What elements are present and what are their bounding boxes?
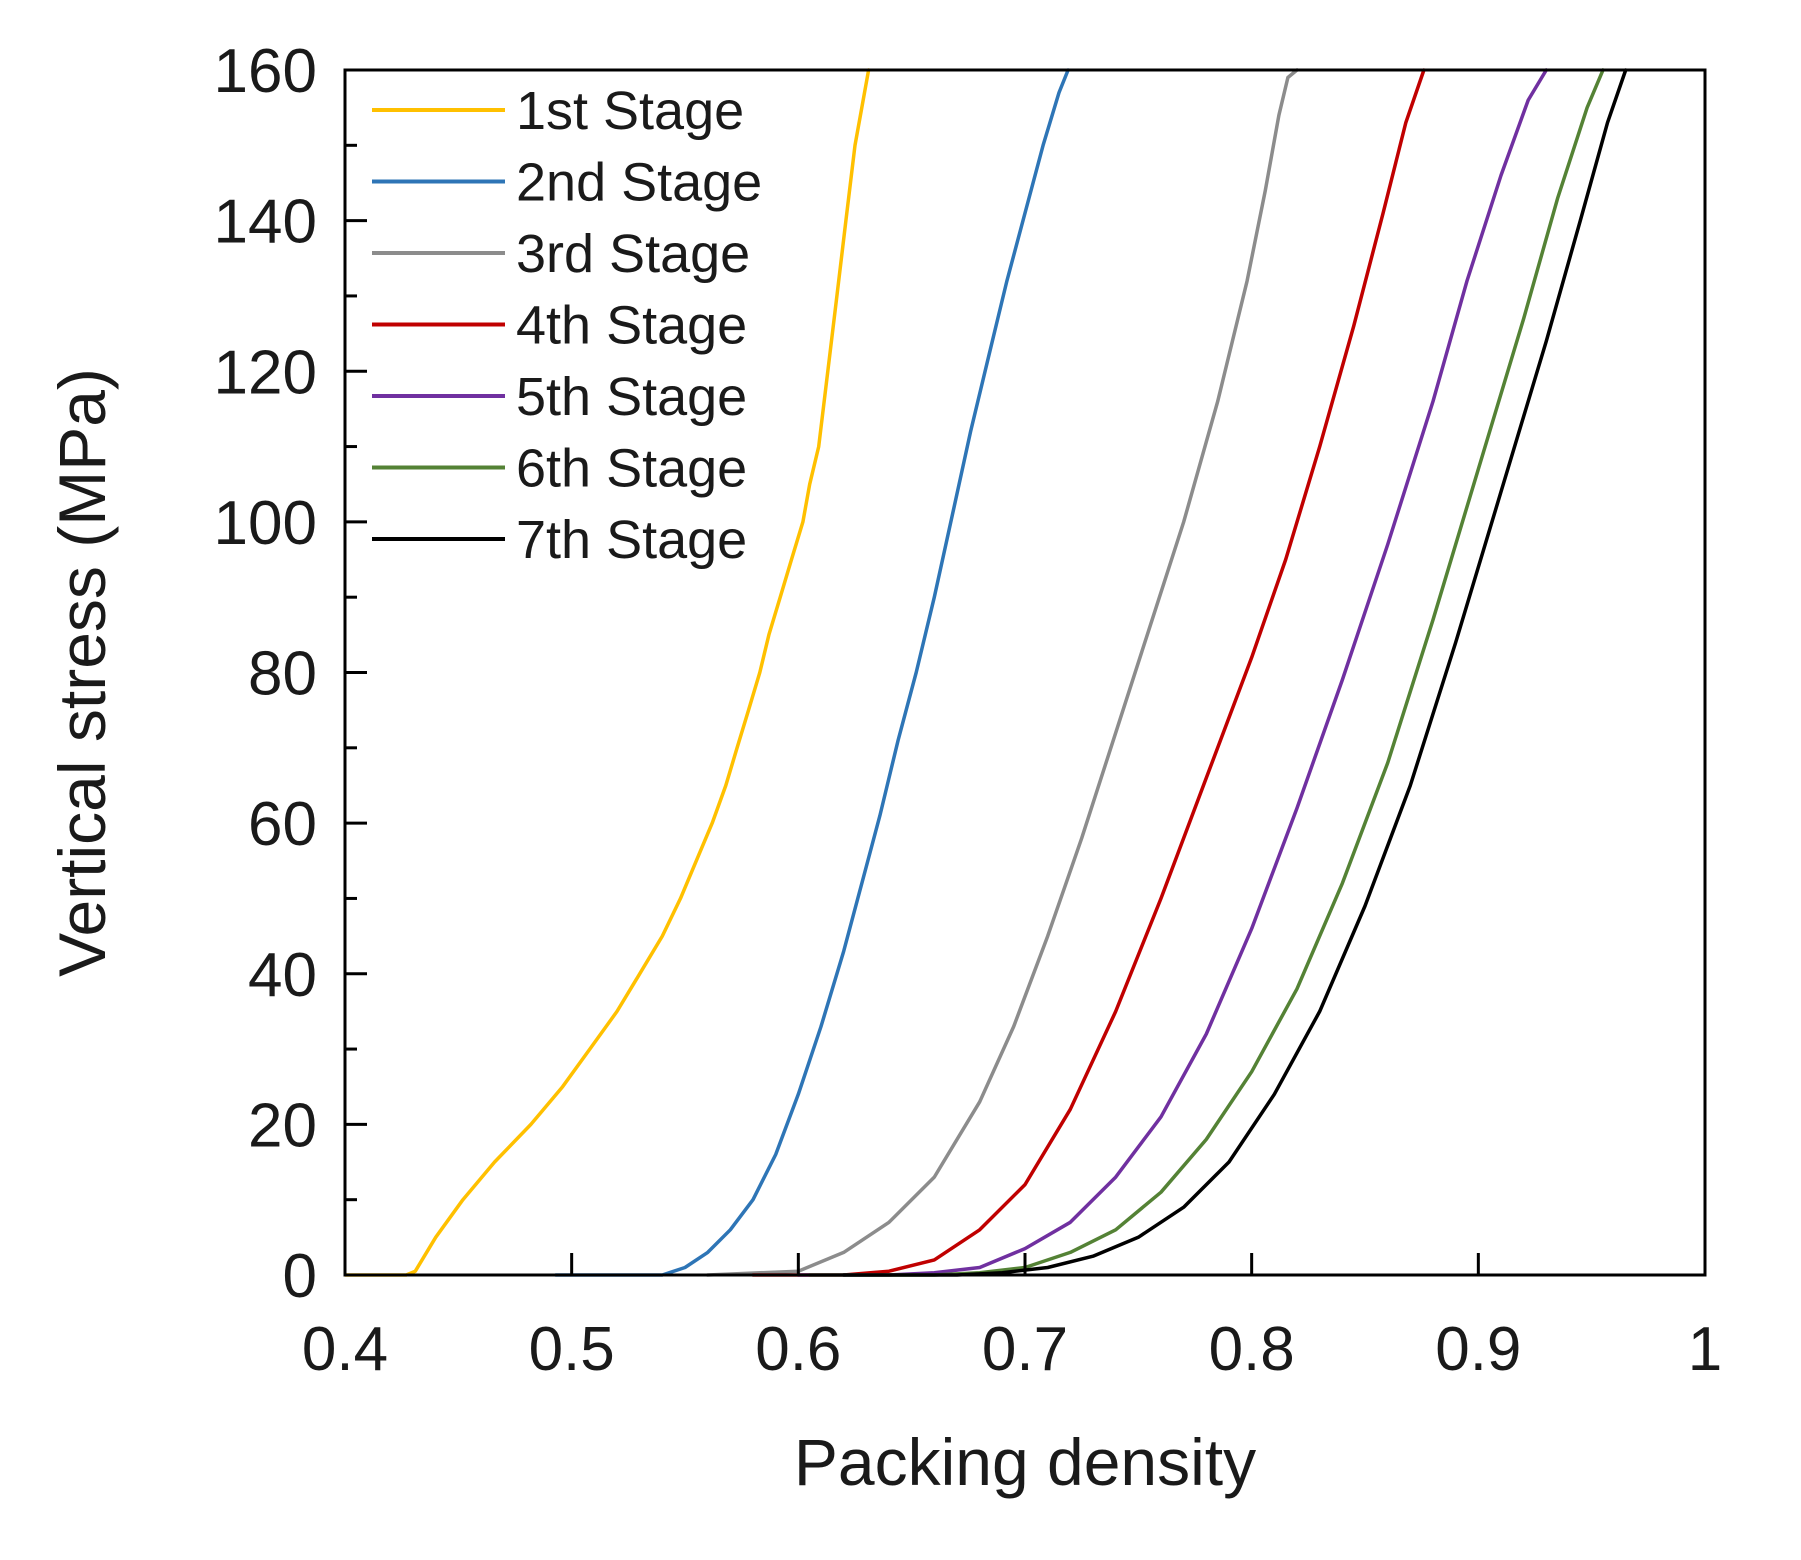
legend-label: 6th Stage (516, 439, 747, 499)
tick-labels-layer: 0.4 0.5 0.6 0.7 0.8 0.9 1 0 20 40 60 80 100 120 140 160 (214, 37, 1723, 1384)
y-axis-title: Vertical stress (MPa) (45, 368, 119, 977)
series-line-3 (705, 68, 1299, 1277)
y-tick-label: 60 (248, 790, 317, 859)
y-tick-label: 100 (214, 489, 317, 558)
series-layer (345, 68, 1628, 1277)
series-line-1 (345, 68, 871, 1277)
legend-label: 4th Stage (516, 296, 747, 356)
legend-label: 1st Stage (516, 81, 744, 141)
x-axis-title: Packing density (794, 1425, 1256, 1499)
x-tick-label: 1 (1688, 1315, 1722, 1384)
legend-item: 6th Stage (372, 439, 747, 499)
x-tick-label: 0.5 (529, 1315, 615, 1384)
series-line-5 (796, 68, 1549, 1277)
x-tick-label: 0.8 (1209, 1315, 1295, 1384)
series-line-6 (807, 68, 1605, 1277)
x-tick-label: 0.9 (1435, 1315, 1521, 1384)
legend-label: 3rd Stage (516, 224, 750, 284)
ticks-layer (343, 68, 1707, 1277)
y-tick-label: 140 (214, 188, 317, 257)
series-line-7 (841, 68, 1628, 1277)
y-tick-label: 160 (214, 37, 317, 106)
y-tick-label: 20 (248, 1091, 317, 1160)
y-tick-label: 0 (283, 1242, 317, 1311)
legend-label: 5th Stage (516, 367, 747, 427)
y-tick-label: 80 (248, 640, 317, 709)
legend-item: 7th Stage (372, 510, 747, 570)
legend: 1st Stage 2nd Stage 3rd Stage 4th Stage 5th … (372, 81, 762, 570)
legend-item: 3rd Stage (372, 224, 750, 284)
x-tick-label: 0.7 (982, 1315, 1068, 1384)
legend-label: 7th Stage (516, 510, 747, 570)
legend-item: 2nd Stage (372, 153, 762, 213)
legend-item: 4th Stage (372, 296, 747, 356)
x-tick-label: 0.6 (755, 1315, 841, 1384)
series-line-2 (554, 68, 1070, 1277)
y-tick-label: 120 (214, 338, 317, 407)
legend-item: 1st Stage (372, 81, 744, 141)
legend-label: 2nd Stage (516, 153, 762, 213)
series-line-4 (751, 68, 1426, 1277)
legend-item: 5th Stage (372, 367, 747, 427)
y-tick-label: 40 (248, 941, 317, 1010)
x-tick-label: 0.4 (302, 1315, 388, 1384)
